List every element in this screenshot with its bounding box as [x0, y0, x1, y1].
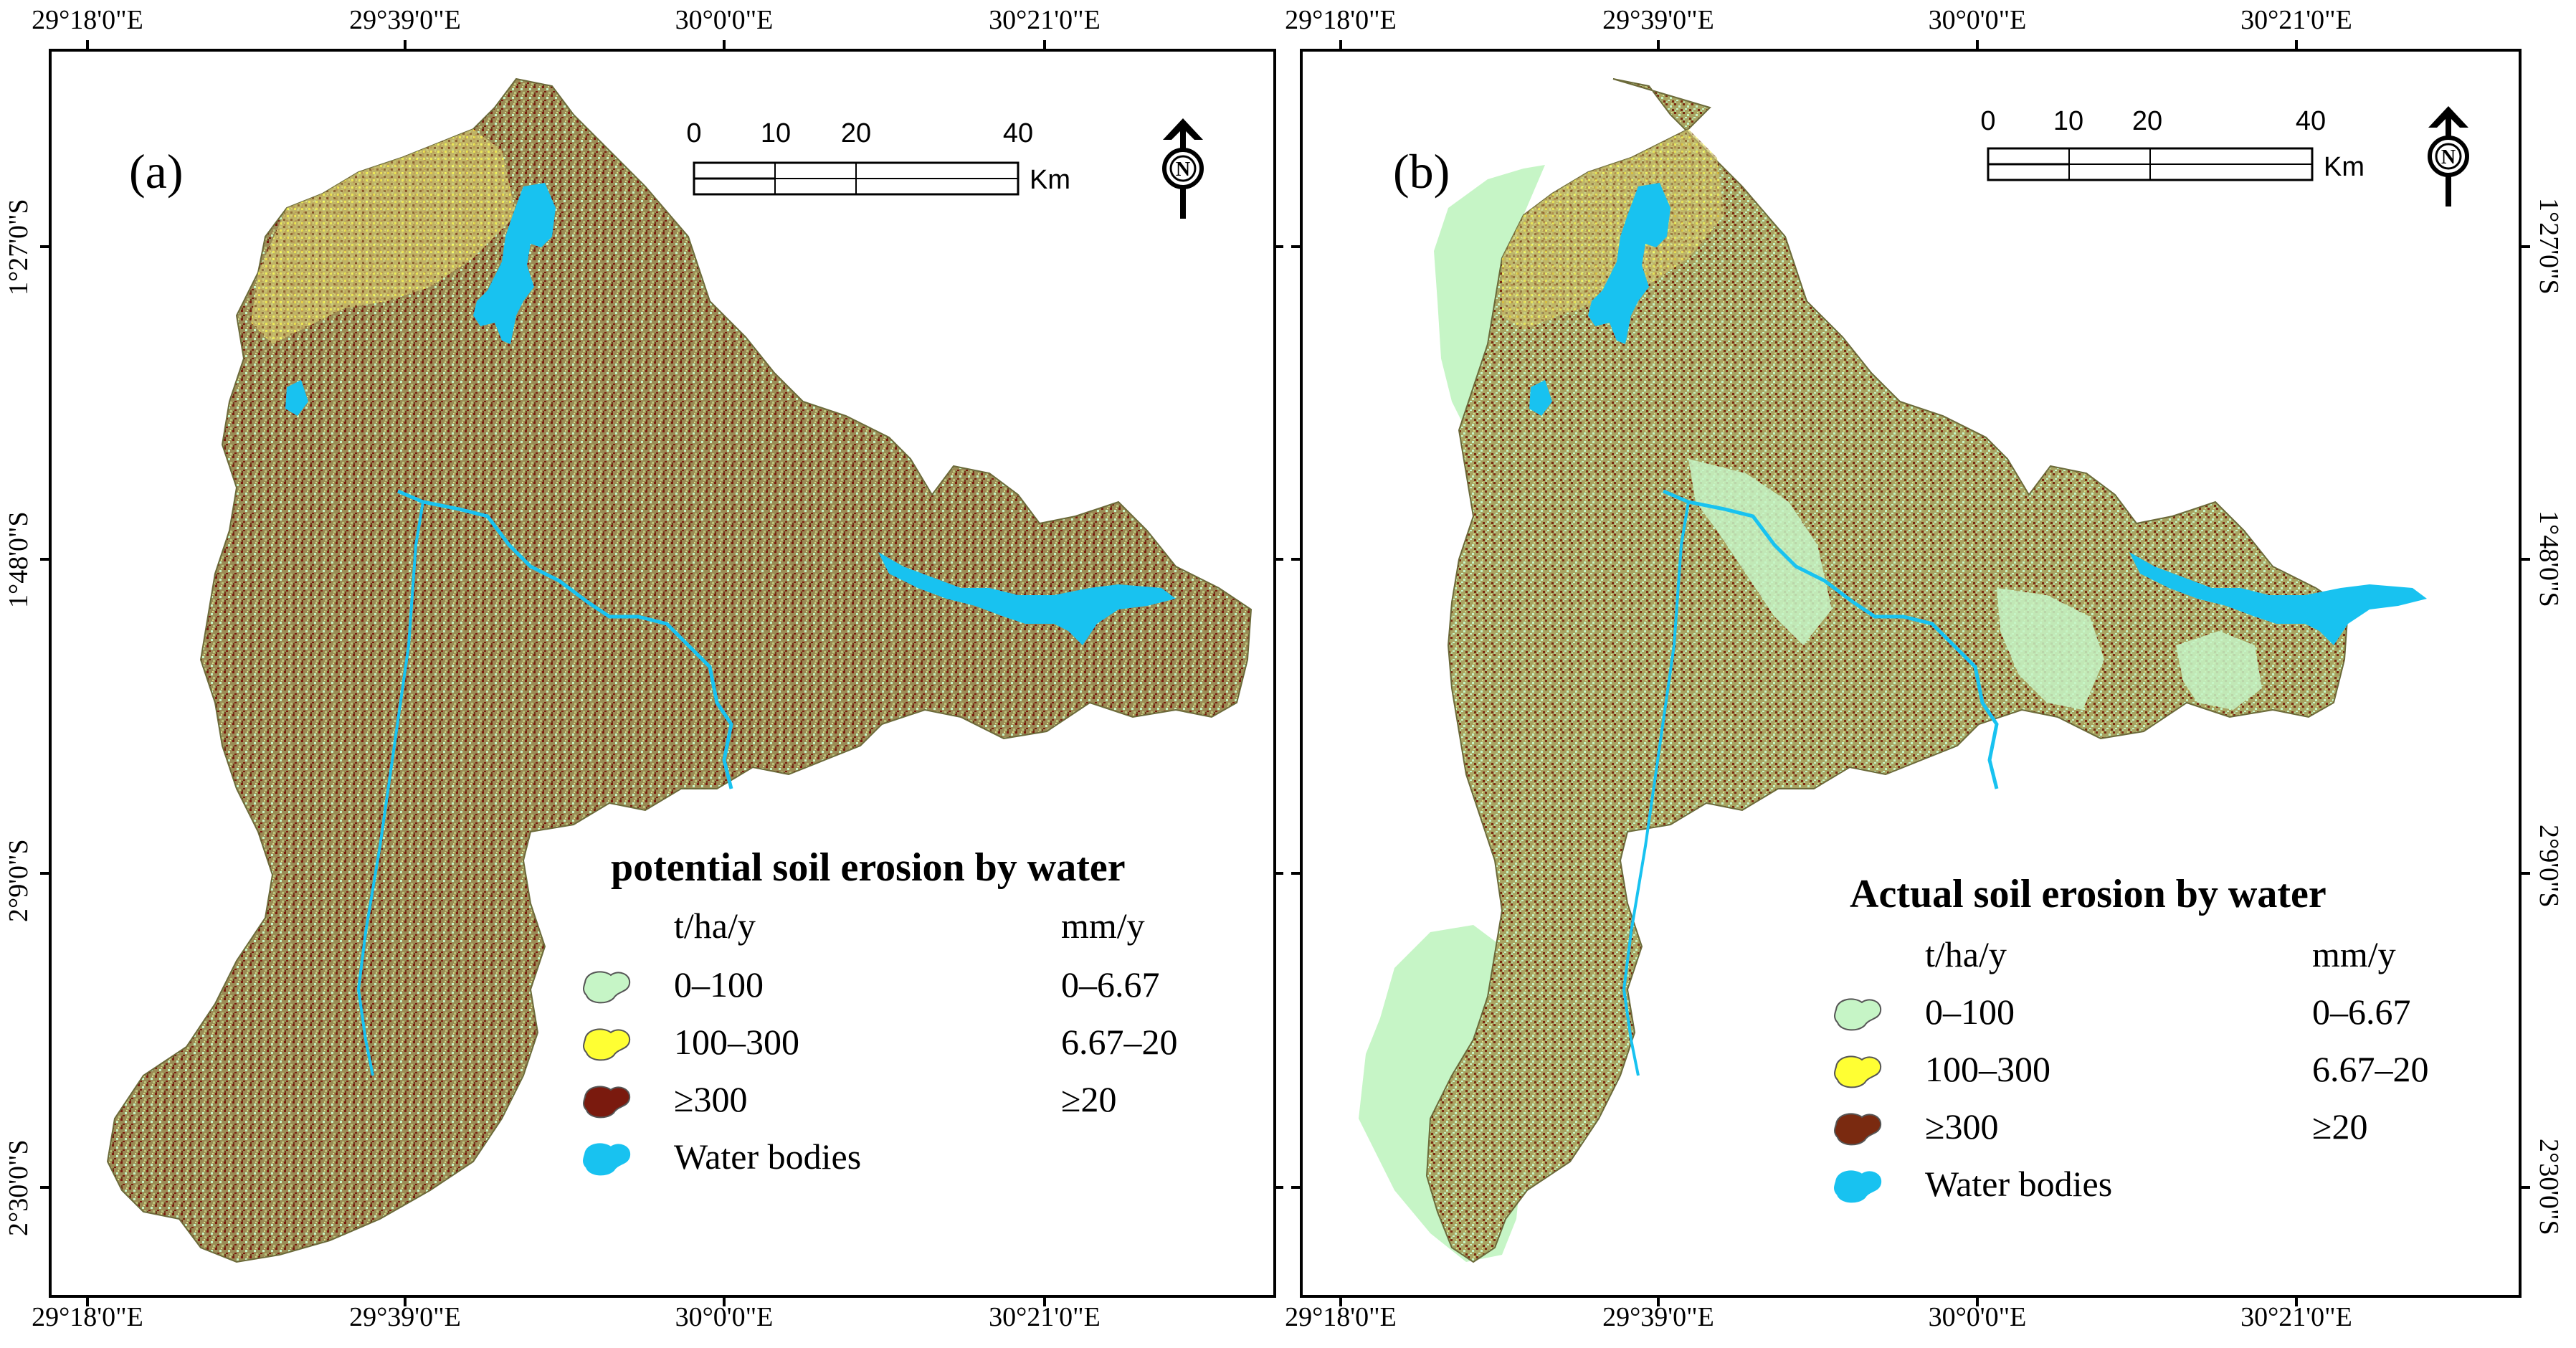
low-erosion-patch	[1688, 459, 1832, 645]
north-arrow-icon: N	[1154, 118, 1212, 226]
coord-bottom-2: 29°39'0"E	[1602, 1302, 1714, 1332]
legend-unit-left: t/ha/y	[1925, 934, 2007, 974]
scale-unit: Km	[1030, 165, 1070, 195]
legend-label-water: Water bodies	[674, 1136, 862, 1177]
legend-value-low: 0–6.67	[1061, 964, 1160, 1005]
legend-swatch-moderate	[583, 1028, 631, 1061]
small-lake	[1529, 380, 1552, 416]
low-erosion-outer-zone	[1434, 165, 1545, 430]
map-panel-b: 29°18'0"E 29°39'0"E 30°0'0"E 30°21'0"E 2…	[1285, 0, 2576, 1348]
legend-unit-right: mm/y	[1061, 906, 1145, 946]
scale-tick-20: 20	[840, 118, 872, 148]
coord-bottom-3: 30°0'0"E	[675, 1302, 774, 1332]
legend-title: Actual soil erosion by water	[1850, 872, 2327, 916]
scale-tick-0: 0	[1980, 106, 1996, 136]
river-trib	[1622, 501, 1690, 1076]
scale-tick-20: 20	[2131, 106, 2163, 136]
catchment-area	[1425, 78, 2349, 1263]
legend-swatch-high	[1834, 1113, 1882, 1146]
scale-bar-graphic	[1987, 147, 2314, 181]
panel-letter: (a)	[129, 144, 184, 199]
moderate-erosion-zone	[1502, 129, 1724, 330]
coord-bottom-1: 29°18'0"E	[1285, 1302, 1397, 1332]
river	[397, 489, 733, 789]
legend-value-low: 0–6.67	[2312, 992, 2411, 1032]
low-erosion-patch	[1997, 588, 2104, 710]
scale-tick-40: 40	[1002, 118, 1034, 148]
coord-left-2: 1°48'0"S	[4, 511, 34, 608]
coord-top-1: 29°18'0"E	[1285, 5, 1397, 35]
reservoir-arm	[878, 552, 1176, 645]
scale-bar-graphic	[693, 161, 1020, 196]
frame-ticks	[40, 40, 1283, 1306]
legend-label-moderate: 100–300	[1925, 1049, 2050, 1089]
legend-swatch-water	[583, 1143, 631, 1176]
svg-text:N: N	[1176, 158, 1190, 181]
legend-swatch-high	[583, 1086, 631, 1119]
scale-tick-40: 40	[2295, 106, 2327, 136]
frame-ticks	[1291, 40, 2530, 1306]
coord-right-3: 2°9'0"S	[2534, 825, 2564, 908]
legend-title: potential soil erosion by water	[611, 845, 1126, 890]
legend-value-high: ≥20	[2312, 1106, 2368, 1147]
scale-tick-0: 0	[686, 118, 702, 148]
coord-bottom-4: 30°21'0"E	[989, 1302, 1101, 1332]
legend-unit-right: mm/y	[2312, 934, 2396, 974]
legend-label-high: ≥300	[674, 1079, 748, 1119]
legend-value-high: ≥20	[1061, 1079, 1117, 1119]
map-panel-a: 29°18'0"E 29°39'0"E 30°0'0"E 30°21'0"E 2…	[0, 0, 1283, 1348]
coord-top-3: 30°0'0"E	[675, 5, 774, 35]
legend-swatch-water	[1834, 1170, 1882, 1203]
legend-label-low: 0–100	[674, 964, 764, 1005]
coord-bottom-2: 29°39'0"E	[349, 1302, 461, 1332]
coord-left-3: 2°9'0"S	[4, 839, 34, 922]
legend-value-moderate: 6.67–20	[1061, 1022, 1178, 1062]
legend-label-low: 0–100	[1925, 992, 2015, 1032]
coord-top-4: 30°21'0"E	[2240, 5, 2352, 35]
coord-right-1: 1°27'0"S	[2534, 198, 2564, 295]
coord-top-4: 30°21'0"E	[989, 5, 1101, 35]
legend-label-water: Water bodies	[1925, 1164, 2113, 1204]
coord-left-4: 2°30'0"S	[4, 1139, 34, 1236]
coord-left-1: 1°27'0"S	[4, 199, 34, 295]
small-lake	[285, 380, 308, 416]
legend-unit-left: t/ha/y	[674, 906, 756, 946]
legend-value-moderate: 6.67–20	[2312, 1049, 2429, 1089]
coord-top-3: 30°0'0"E	[1928, 5, 2027, 35]
coord-top-2: 29°39'0"E	[349, 5, 461, 35]
lake	[473, 183, 556, 344]
svg-text:N: N	[2441, 146, 2456, 168]
scale-tick-10: 10	[760, 118, 792, 148]
reservoir-arm	[2129, 552, 2427, 645]
map-canvas-a	[40, 40, 1283, 1306]
north-arrow-icon: N	[2420, 106, 2477, 214]
coord-top-1: 29°18'0"E	[32, 5, 143, 35]
legend-swatch-moderate	[1834, 1055, 1882, 1088]
catchment-area	[106, 77, 1253, 1263]
coord-bottom-3: 30°0'0"E	[1928, 1302, 2027, 1332]
coord-bottom-1: 29°18'0"E	[32, 1302, 143, 1332]
lake	[1588, 183, 1670, 344]
low-erosion-patch	[2176, 631, 2262, 710]
legend-label-moderate: 100–300	[674, 1022, 799, 1062]
coord-top-2: 29°39'0"E	[1602, 5, 1714, 35]
legend-swatch-low	[1834, 998, 1882, 1031]
legend-swatch-low	[583, 971, 631, 1004]
coord-right-4: 2°30'0"S	[2534, 1139, 2564, 1235]
river	[1663, 489, 1999, 789]
moderate-erosion-zone	[251, 129, 516, 344]
river-trib	[356, 501, 424, 1076]
coord-bottom-4: 30°21'0"E	[2240, 1302, 2352, 1332]
panel-letter: (b)	[1393, 144, 1450, 199]
map-canvas-b	[1291, 40, 2530, 1306]
scale-unit: Km	[2324, 152, 2364, 182]
legend-label-high: ≥300	[1925, 1106, 1999, 1147]
coord-right-2: 1°48'0"S	[2534, 511, 2564, 607]
scale-tick-10: 10	[2053, 106, 2084, 136]
